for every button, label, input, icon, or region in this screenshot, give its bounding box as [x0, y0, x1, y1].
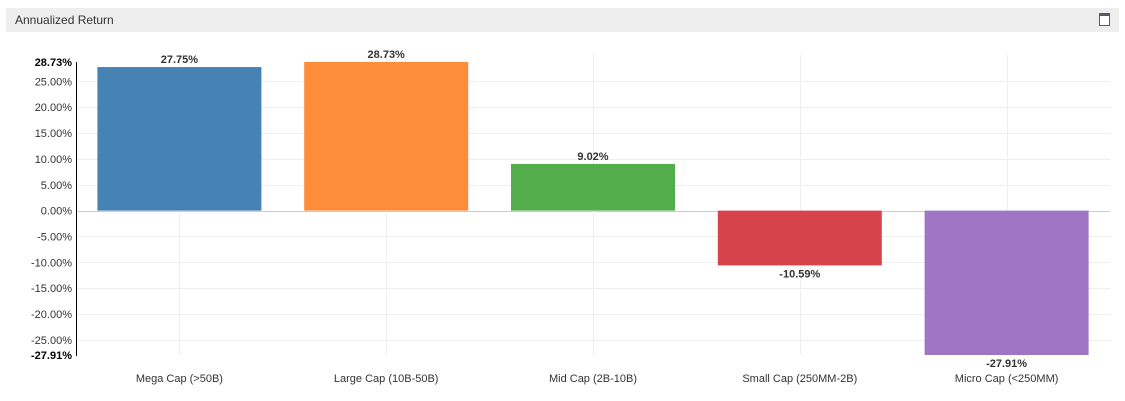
panel-title: Annualized Return — [15, 13, 114, 27]
y-tick-label: 5.00% — [41, 180, 72, 192]
maximize-icon[interactable] — [1099, 13, 1110, 26]
x-category-label: Micro Cap (<250MM) — [955, 373, 1059, 385]
y-extreme-label: 28.73% — [35, 57, 73, 69]
y-tick-label: 10.00% — [35, 154, 73, 166]
y-tick-label: 20.00% — [35, 102, 73, 114]
y-tick-label: -20.00% — [31, 309, 72, 321]
bar — [97, 67, 262, 211]
data-label: -10.59% — [779, 268, 820, 280]
x-category-label: Large Cap (10B-50B) — [334, 373, 439, 385]
y-tick-label: -15.00% — [31, 283, 72, 295]
y-tick-label: 25.00% — [35, 76, 73, 88]
y-extreme-label: -27.91% — [31, 350, 72, 362]
x-category-label: Mega Cap (>50B) — [136, 373, 223, 385]
bar — [304, 62, 469, 211]
data-label: -27.91% — [986, 358, 1027, 370]
x-category-label: Mid Cap (2B-10B) — [549, 373, 637, 385]
y-tick-label: -5.00% — [37, 231, 72, 243]
data-label: 28.73% — [368, 49, 406, 61]
y-tick-label: 15.00% — [35, 128, 73, 140]
bar — [924, 210, 1089, 355]
data-label: 9.02% — [577, 151, 608, 163]
bar — [511, 163, 675, 211]
data-label: 27.75% — [161, 54, 199, 66]
panel-header: Annualized Return — [6, 8, 1119, 32]
bar — [717, 210, 882, 266]
y-tick-label: -25.00% — [31, 335, 72, 347]
x-category-label: Small Cap (250MM-2B) — [742, 373, 857, 385]
y-tick-label: -10.00% — [31, 257, 72, 269]
y-tick-label: 0.00% — [41, 206, 72, 218]
